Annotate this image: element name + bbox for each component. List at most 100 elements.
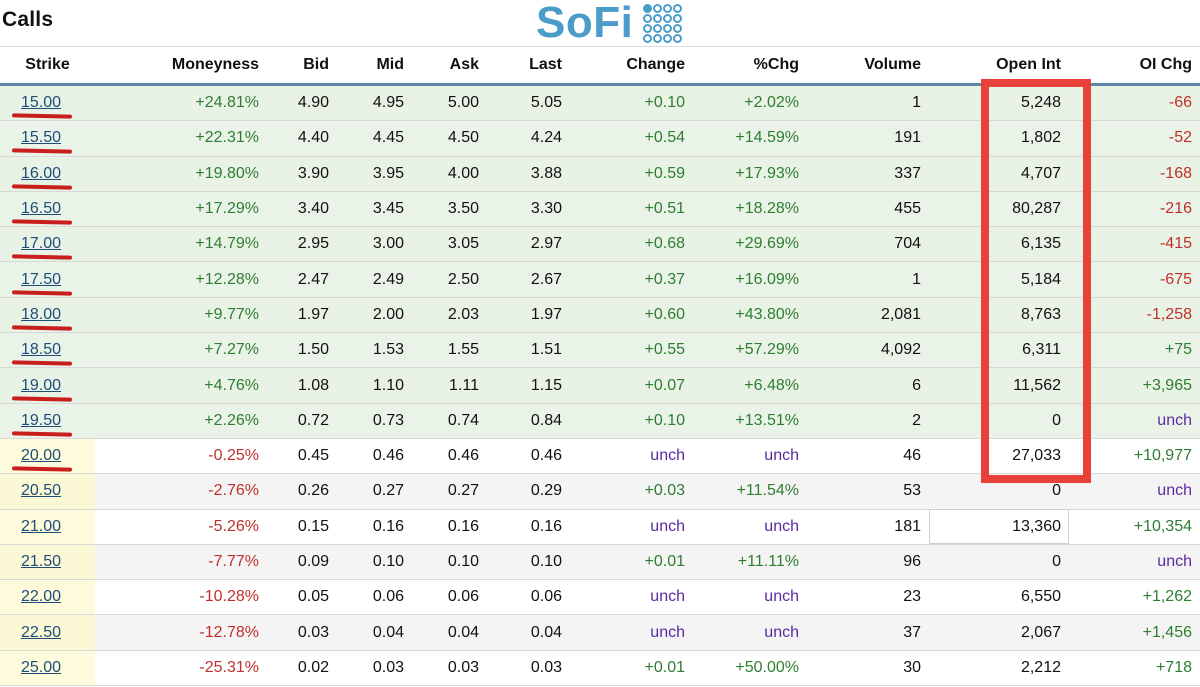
col-header-bid[interactable]: Bid (267, 46, 337, 86)
change-cell: +0.55 (570, 332, 693, 369)
oi-chg-cell: +10,354 (1069, 509, 1200, 545)
pct-chg-cell: +6.48% (693, 367, 807, 404)
ask-cell: 0.04 (412, 614, 487, 651)
volume-cell: 337 (807, 156, 929, 192)
table-row: 20.00 -0.25% 0.45 0.46 0.46 0.46 unch unch 46 27,… (0, 438, 1200, 475)
table-row: 15.00 +24.81% 4.90 4.95 5.00 5.05 +0.10 +2.02% 1… (0, 84, 1200, 122)
last-cell: 5.05 (487, 84, 570, 122)
volume-cell: 2 (807, 403, 929, 439)
moneyness-cell: +14.79% (95, 226, 267, 263)
oi-chg-cell: +10,977 (1069, 438, 1200, 475)
open-int-cell: 6,311 (929, 332, 1069, 369)
strike-link[interactable]: 19.00 (21, 376, 62, 394)
mid-cell: 0.10 (337, 544, 412, 581)
pct-chg-cell: +57.29% (693, 332, 807, 369)
strike-cell[interactable]: 22.00 (0, 579, 95, 616)
strike-link[interactable]: 16.00 (21, 164, 62, 182)
mid-cell: 0.46 (337, 438, 412, 475)
strike-cell[interactable]: 15.00 (0, 84, 95, 122)
open-int-cell: 6,135 (929, 226, 1069, 263)
strike-link[interactable]: 25.00 (21, 658, 62, 676)
mid-cell: 2.49 (337, 261, 412, 298)
ask-cell: 0.03 (412, 650, 487, 687)
oi-chg-cell: +1,456 (1069, 614, 1200, 651)
strike-link[interactable]: 21.50 (21, 553, 62, 570)
strike-link[interactable]: 15.00 (21, 94, 62, 112)
strike-cell[interactable]: 16.50 (0, 191, 95, 228)
change-cell: +0.51 (570, 191, 693, 228)
strike-link[interactable]: 16.50 (21, 200, 62, 218)
strike-link[interactable]: 19.50 (21, 411, 62, 429)
oi-chg-cell: -168 (1069, 156, 1200, 192)
col-header-strike[interactable]: Strike (0, 46, 95, 86)
table-row: 17.00 +14.79% 2.95 3.00 3.05 2.97 +0.68 +29.69%… (0, 226, 1200, 263)
col-header-pct-chg[interactable]: %Chg (693, 46, 807, 86)
strike-cell[interactable]: 17.00 (0, 226, 95, 263)
strike-cell[interactable]: 21.00 (0, 509, 95, 545)
open-int-cell: 27,033 (929, 438, 1069, 475)
change-cell: +0.60 (570, 297, 693, 334)
volume-cell: 2,081 (807, 297, 929, 334)
col-header-moneyness[interactable]: Moneyness (95, 46, 267, 86)
bid-cell: 3.90 (267, 156, 337, 192)
last-cell: 0.16 (487, 509, 570, 545)
ask-cell: 1.11 (412, 367, 487, 404)
strike-link[interactable]: 18.00 (21, 305, 62, 323)
strike-link[interactable]: 17.00 (21, 235, 62, 253)
strike-cell[interactable]: 19.00 (0, 367, 95, 404)
bid-cell: 0.26 (267, 473, 337, 510)
open-int-cell: 0 (929, 403, 1069, 439)
bid-cell: 4.90 (267, 84, 337, 122)
last-cell: 0.03 (487, 650, 570, 687)
col-header-volume[interactable]: Volume (807, 46, 929, 86)
bid-cell: 3.40 (267, 191, 337, 228)
col-header-mid[interactable]: Mid (337, 46, 412, 86)
strike-link[interactable]: 20.00 (21, 447, 62, 465)
strike-cell[interactable]: 15.50 (0, 120, 95, 157)
last-cell: 3.30 (487, 191, 570, 228)
strike-cell[interactable]: 20.00 (0, 438, 95, 475)
bid-cell: 1.08 (267, 367, 337, 404)
oi-chg-cell: +3,965 (1069, 367, 1200, 404)
table-row: 21.50 -7.77% 0.09 0.10 0.10 0.10 +0.01 +11.11% 9… (0, 544, 1200, 581)
moneyness-cell: +9.77% (95, 297, 267, 334)
strike-cell[interactable]: 18.50 (0, 332, 95, 369)
strike-cell[interactable]: 20.50 (0, 473, 95, 510)
last-cell: 0.04 (487, 614, 570, 651)
col-header-open-int[interactable]: Open Int (929, 46, 1069, 86)
pct-chg-cell: +11.54% (693, 473, 807, 510)
col-header-last[interactable]: Last (487, 46, 570, 86)
strike-link[interactable]: 22.50 (21, 623, 62, 641)
strike-cell[interactable]: 25.00 (0, 650, 95, 687)
strike-cell[interactable]: 21.50 (0, 544, 95, 581)
logo-dots-icon (643, 3, 683, 43)
change-cell: +0.68 (570, 226, 693, 263)
strike-link[interactable]: 17.50 (21, 270, 62, 288)
mid-cell: 0.73 (337, 403, 412, 439)
mid-cell: 3.45 (337, 191, 412, 228)
pct-chg-cell: unch (693, 438, 807, 475)
strike-link[interactable]: 18.50 (21, 341, 62, 359)
open-int-cell: 80,287 (929, 191, 1069, 228)
strike-cell[interactable]: 16.00 (0, 156, 95, 192)
strike-link[interactable]: 20.50 (21, 482, 62, 500)
last-cell: 2.67 (487, 261, 570, 298)
col-header-oi-chg[interactable]: OI Chg (1069, 46, 1200, 86)
logo-text: SoFi (536, 0, 634, 47)
moneyness-cell: -2.76% (95, 473, 267, 510)
mid-cell: 4.95 (337, 84, 412, 122)
strike-link[interactable]: 21.00 (21, 517, 62, 535)
strike-cell[interactable]: 19.50 (0, 403, 95, 439)
pct-chg-cell: +43.80% (693, 297, 807, 334)
strike-cell[interactable]: 22.50 (0, 614, 95, 651)
strike-cell[interactable]: 17.50 (0, 261, 95, 298)
oi-chg-cell: +718 (1069, 650, 1200, 687)
strike-link[interactable]: 22.00 (21, 588, 62, 606)
col-header-change[interactable]: Change (570, 46, 693, 86)
last-cell: 1.15 (487, 367, 570, 404)
strike-link[interactable]: 15.50 (21, 129, 62, 147)
mid-cell: 0.04 (337, 614, 412, 651)
strike-cell[interactable]: 18.00 (0, 297, 95, 334)
bid-cell: 1.97 (267, 297, 337, 334)
col-header-ask[interactable]: Ask (412, 46, 487, 86)
